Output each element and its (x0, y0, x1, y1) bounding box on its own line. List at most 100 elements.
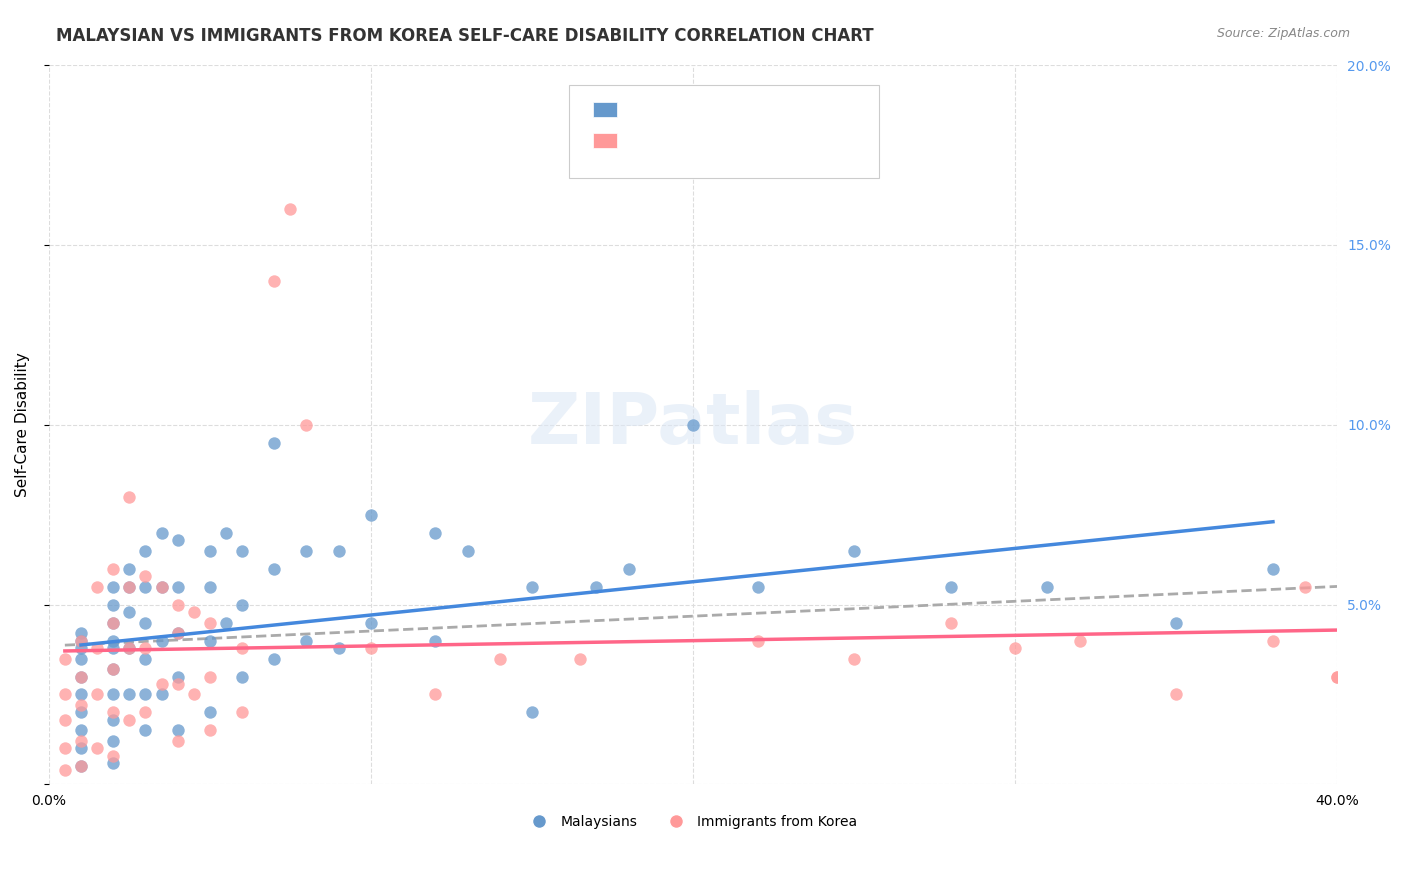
Point (198, 580, 221, 594)
Point (166, 626, 188, 640)
Point (70, 669, 93, 683)
Point (425, 633, 447, 648)
Point (231, 706, 253, 720)
Point (101, 706, 124, 720)
Point (360, 508, 382, 522)
Point (150, 676, 173, 690)
Point (263, 274, 285, 288)
Point (1261, 561, 1284, 575)
Point (231, 640, 253, 655)
Point (70, 734, 93, 748)
Point (101, 615, 124, 630)
Point (118, 640, 141, 655)
Point (263, 651, 285, 665)
Point (86, 640, 108, 655)
Point (70, 759, 93, 773)
Point (86, 741, 108, 756)
Point (101, 633, 124, 648)
Point (70, 633, 93, 648)
Point (844, 651, 866, 665)
Point (198, 633, 221, 648)
Text: Source: ZipAtlas.com: Source: ZipAtlas.com (1216, 27, 1350, 40)
Point (150, 688, 173, 702)
Point (328, 640, 350, 655)
Point (101, 662, 124, 676)
Point (70, 651, 93, 665)
Point (134, 723, 156, 738)
Point (53, 763, 76, 777)
Point (53, 741, 76, 756)
Point (150, 525, 173, 540)
Y-axis label: Self-Care Disability: Self-Care Disability (15, 352, 30, 497)
Point (118, 561, 141, 575)
Point (101, 713, 124, 727)
Point (520, 580, 543, 594)
Point (134, 688, 156, 702)
Point (70, 633, 93, 648)
Point (682, 417, 704, 432)
Point (295, 543, 318, 558)
Point (360, 615, 382, 630)
Point (101, 640, 124, 655)
Point (150, 633, 173, 648)
Text: MALAYSIAN VS IMMIGRANTS FROM KOREA SELF-CARE DISABILITY CORRELATION CHART: MALAYSIAN VS IMMIGRANTS FROM KOREA SELF-… (56, 27, 875, 45)
Point (53, 688, 76, 702)
Point (101, 662, 124, 676)
Point (1166, 615, 1188, 630)
Point (101, 598, 124, 612)
Point (360, 640, 382, 655)
Point (198, 543, 221, 558)
Point (70, 741, 93, 756)
Point (263, 561, 285, 575)
Text: N = 79: N = 79 (752, 110, 806, 125)
Point (198, 669, 221, 683)
Point (101, 580, 124, 594)
Point (1069, 633, 1091, 648)
Point (231, 543, 253, 558)
Point (134, 651, 156, 665)
Text: ZIPatlas: ZIPatlas (529, 390, 858, 459)
Point (425, 525, 447, 540)
Point (166, 723, 188, 738)
Point (617, 561, 640, 575)
Point (425, 688, 447, 702)
Point (1036, 580, 1059, 594)
Point (134, 615, 156, 630)
Point (844, 543, 866, 558)
Point (53, 713, 76, 727)
Point (457, 543, 479, 558)
Point (198, 615, 221, 630)
Point (118, 580, 141, 594)
Point (101, 748, 124, 763)
Point (166, 734, 188, 748)
Point (939, 580, 962, 594)
Point (1004, 640, 1026, 655)
Point (101, 688, 124, 702)
Point (70, 698, 93, 713)
Point (1261, 633, 1284, 648)
Point (101, 561, 124, 575)
Point (70, 706, 93, 720)
Point (747, 633, 769, 648)
Point (585, 580, 607, 594)
Point (118, 490, 141, 504)
Point (295, 633, 318, 648)
Point (134, 640, 156, 655)
Legend: Malaysians, Immigrants from Korea: Malaysians, Immigrants from Korea (523, 809, 863, 835)
Point (134, 543, 156, 558)
Point (86, 688, 108, 702)
Point (166, 676, 188, 690)
Point (118, 640, 141, 655)
Point (183, 688, 205, 702)
Point (215, 525, 238, 540)
Point (86, 580, 108, 594)
Point (1326, 669, 1348, 683)
Point (166, 533, 188, 547)
Point (70, 759, 93, 773)
Point (70, 626, 93, 640)
Point (231, 598, 253, 612)
Point (134, 569, 156, 583)
Point (1294, 580, 1316, 594)
Point (1326, 669, 1348, 683)
Point (70, 640, 93, 655)
